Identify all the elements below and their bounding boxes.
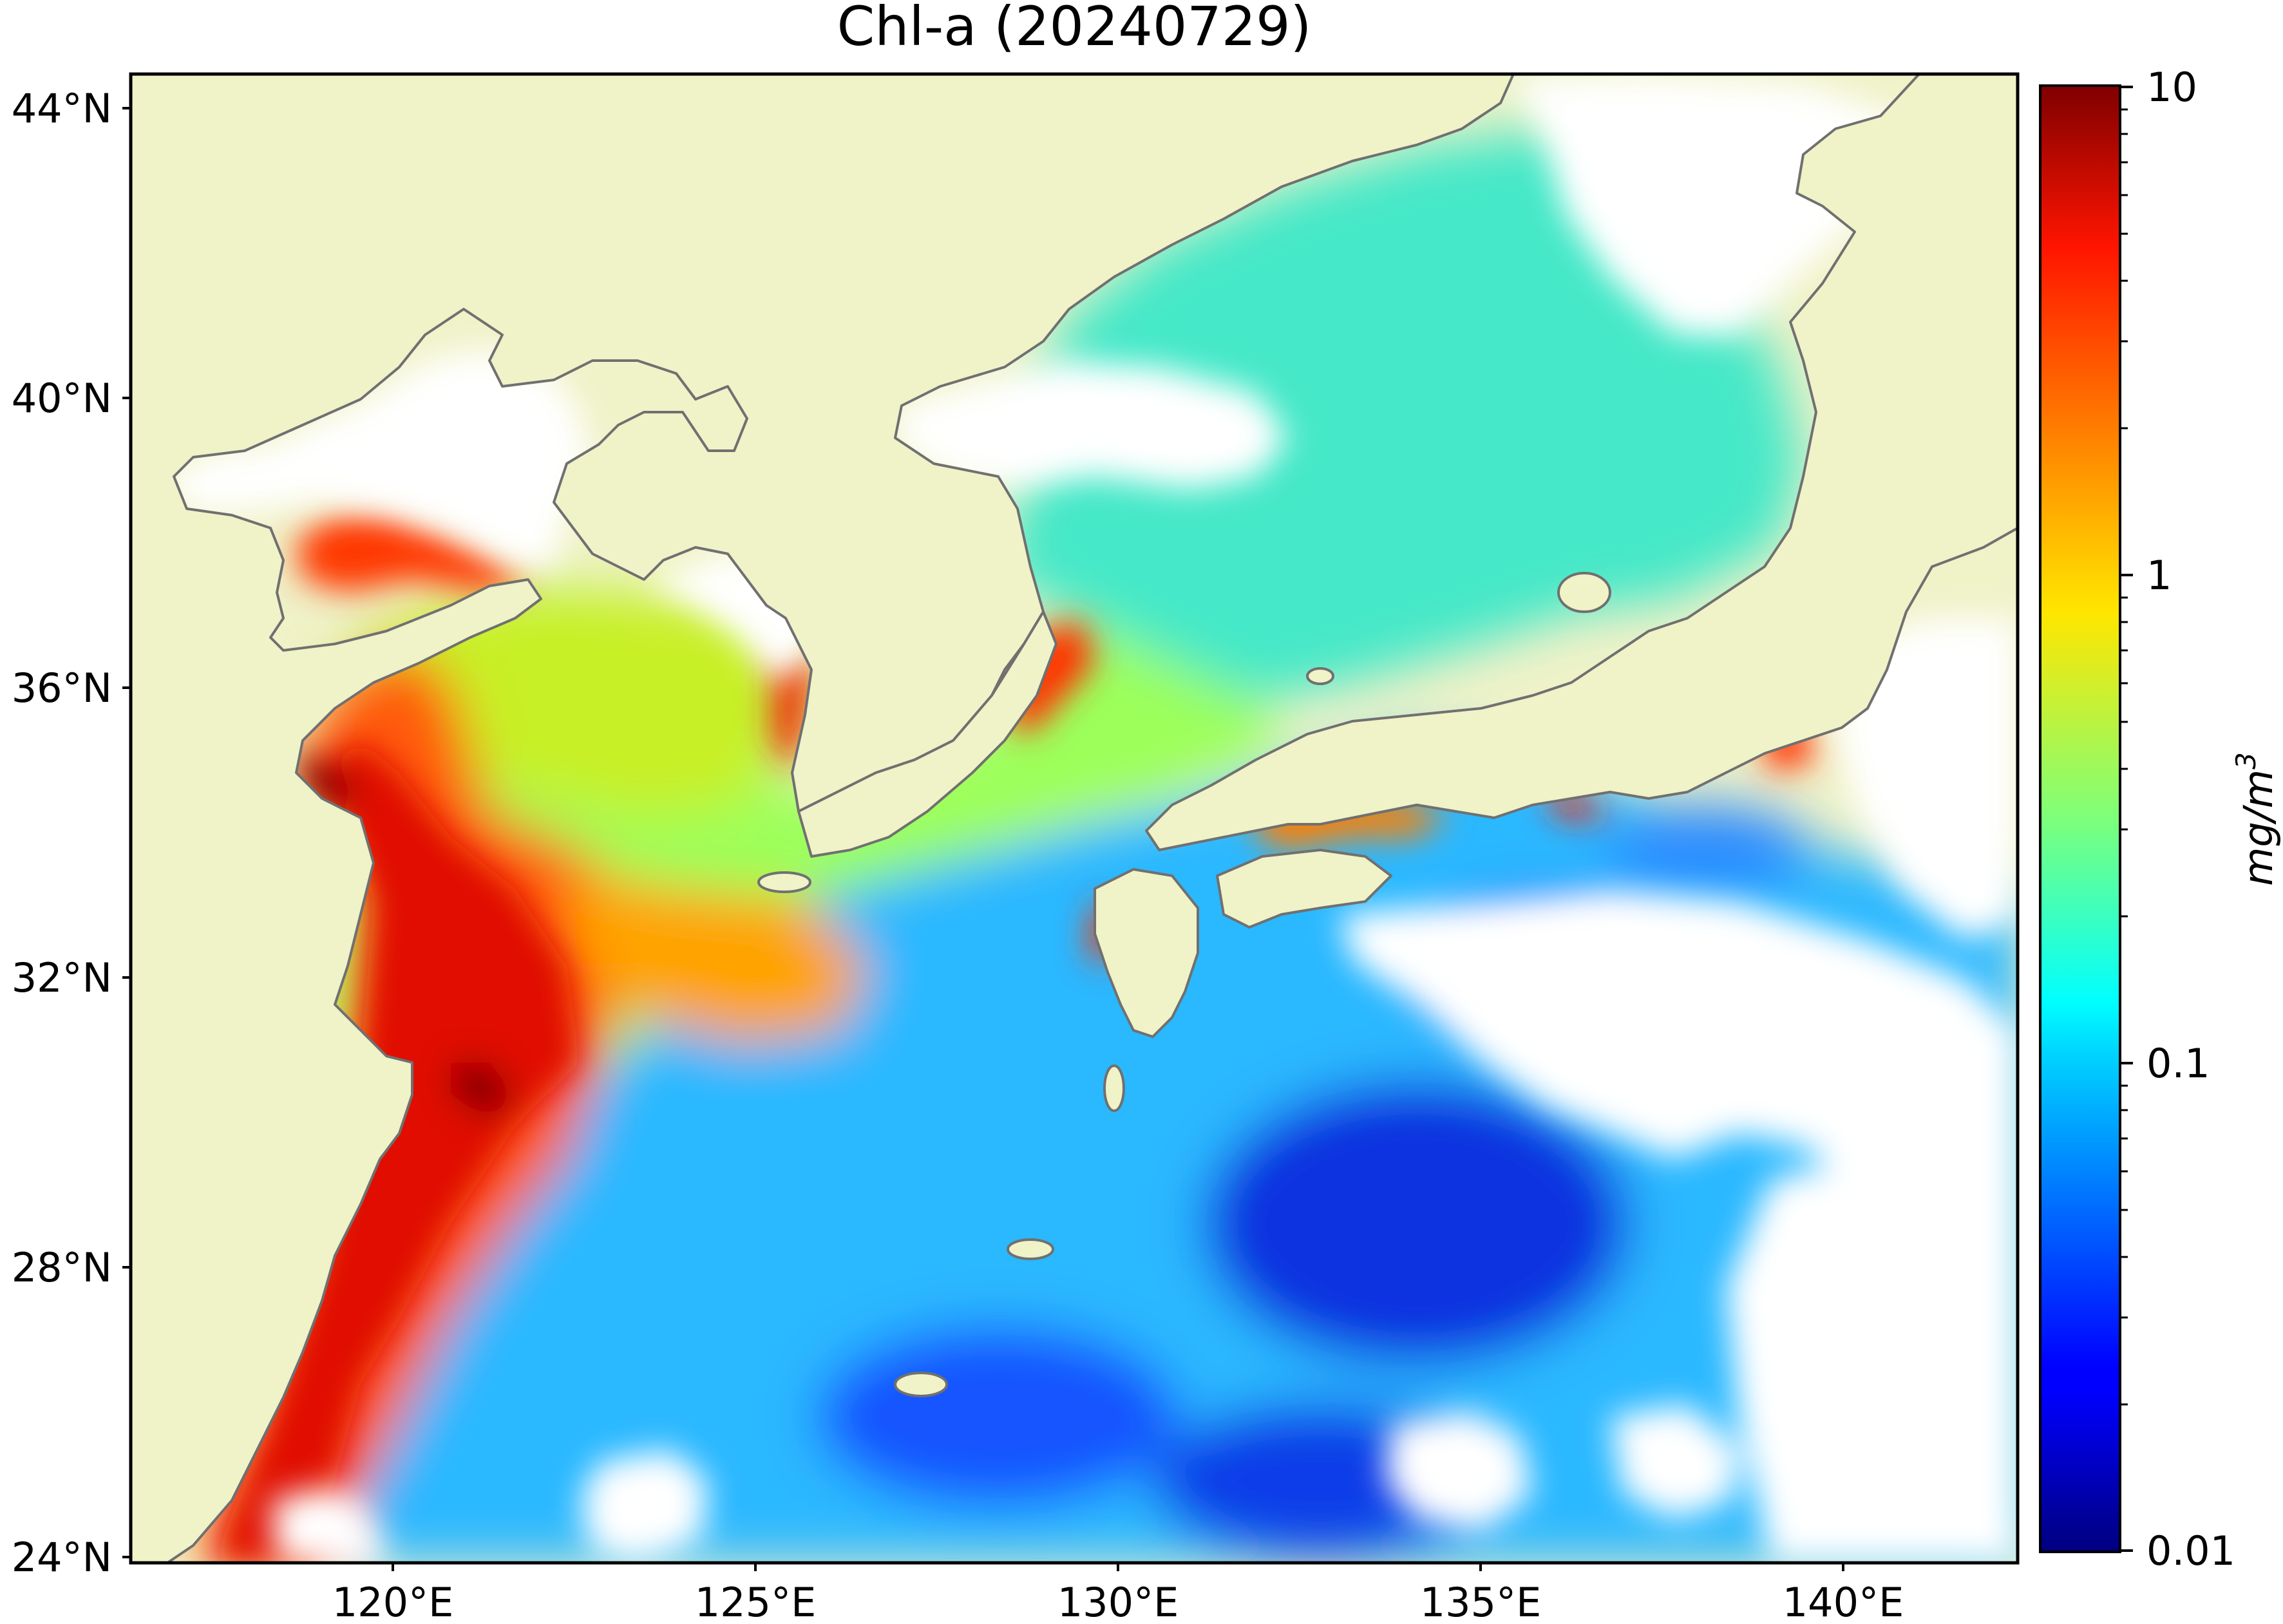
colorbar-label: mg/m3 — [2230, 752, 2282, 886]
colorbar-tick-label-1: 1 — [2146, 552, 2172, 599]
lon-axis: 120°E 125°E 130°E 135°E 140°E — [332, 1563, 1904, 1624]
colorbar-gradient — [2039, 84, 2121, 1553]
colorbar-tick-label-10: 10 — [2146, 64, 2197, 111]
lat-tick-label-40: 40°N — [12, 375, 112, 422]
map-panel — [131, 74, 2018, 1563]
colorbar: 10 1 0.1 0.01 mg/m3 — [2039, 64, 2282, 1574]
lat-tick-label-28: 28°N — [12, 1244, 112, 1291]
colorbar-tick-label-0.01: 0.01 — [2146, 1527, 2235, 1574]
land-masses — [131, 74, 2018, 1563]
lon-tick-label-120: 120°E — [332, 1579, 454, 1624]
colorbar-minor-ticks — [2120, 108, 2128, 1406]
lat-tick-label-32: 32°N — [12, 954, 112, 1001]
lon-tick-label-140: 140°E — [1783, 1579, 1904, 1624]
map-title: Chl-a (20240729) — [837, 0, 1312, 58]
colorbar-major-ticks — [2120, 86, 2133, 1552]
no-data-region — [167, 74, 2018, 1563]
lat-axis: 44°N 40°N 36°N 32°N 28°N 24°N — [12, 85, 131, 1581]
lat-tick-label-36: 36°N — [12, 665, 112, 712]
lon-tick-label-135: 135°E — [1420, 1579, 1542, 1624]
lat-tick-label-44: 44°N — [12, 85, 112, 132]
chlorophyll-field — [167, 74, 2018, 1563]
map-frame — [129, 72, 2020, 1565]
lon-tick-label-130: 130°E — [1057, 1579, 1179, 1624]
colorbar-label-superscript: 3 — [2230, 752, 2262, 770]
lon-tick-label-125: 125°E — [695, 1579, 817, 1624]
colorbar-label-unit: mg/m — [2235, 770, 2282, 886]
lat-tick-label-24: 24°N — [12, 1534, 112, 1581]
colorbar-tick-label-0.1: 0.1 — [2146, 1040, 2210, 1087]
